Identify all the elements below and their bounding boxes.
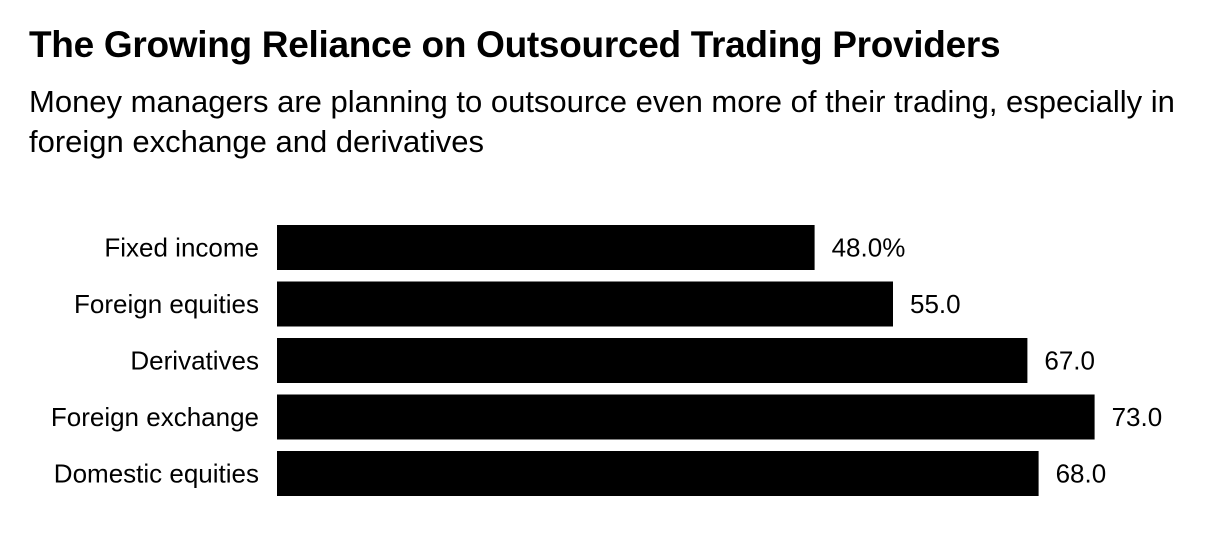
- bars-group: [277, 225, 1095, 496]
- chart-title: The Growing Reliance on Outsourced Tradi…: [29, 24, 1001, 65]
- bar-fixed-income: [277, 225, 815, 270]
- bar-foreign-equities: [277, 281, 893, 327]
- chart-subtitle: Money managers are planning to outsource…: [29, 84, 1175, 159]
- value-label: 55.0: [910, 289, 961, 319]
- bar-derivatives: [277, 338, 1028, 383]
- category-label: Fixed income: [104, 233, 259, 263]
- bar-foreign-exchange: [277, 394, 1095, 440]
- category-label: Foreign equities: [74, 289, 259, 319]
- value-label: 67.0: [1044, 346, 1095, 376]
- bar-domestic-equities: [277, 451, 1039, 496]
- category-label: Foreign exchange: [51, 402, 259, 432]
- category-label: Domestic equities: [54, 459, 259, 489]
- category-label: Derivatives: [130, 346, 259, 376]
- category-labels: Fixed income Foreign equities Derivatives F…: [51, 233, 259, 489]
- value-label: 68.0: [1056, 459, 1107, 489]
- value-labels: 48.0%55.0 67.0 73.068.0: [832, 233, 1163, 489]
- value-label: 73.0: [1112, 402, 1163, 432]
- value-label: 48.0%: [832, 233, 906, 263]
